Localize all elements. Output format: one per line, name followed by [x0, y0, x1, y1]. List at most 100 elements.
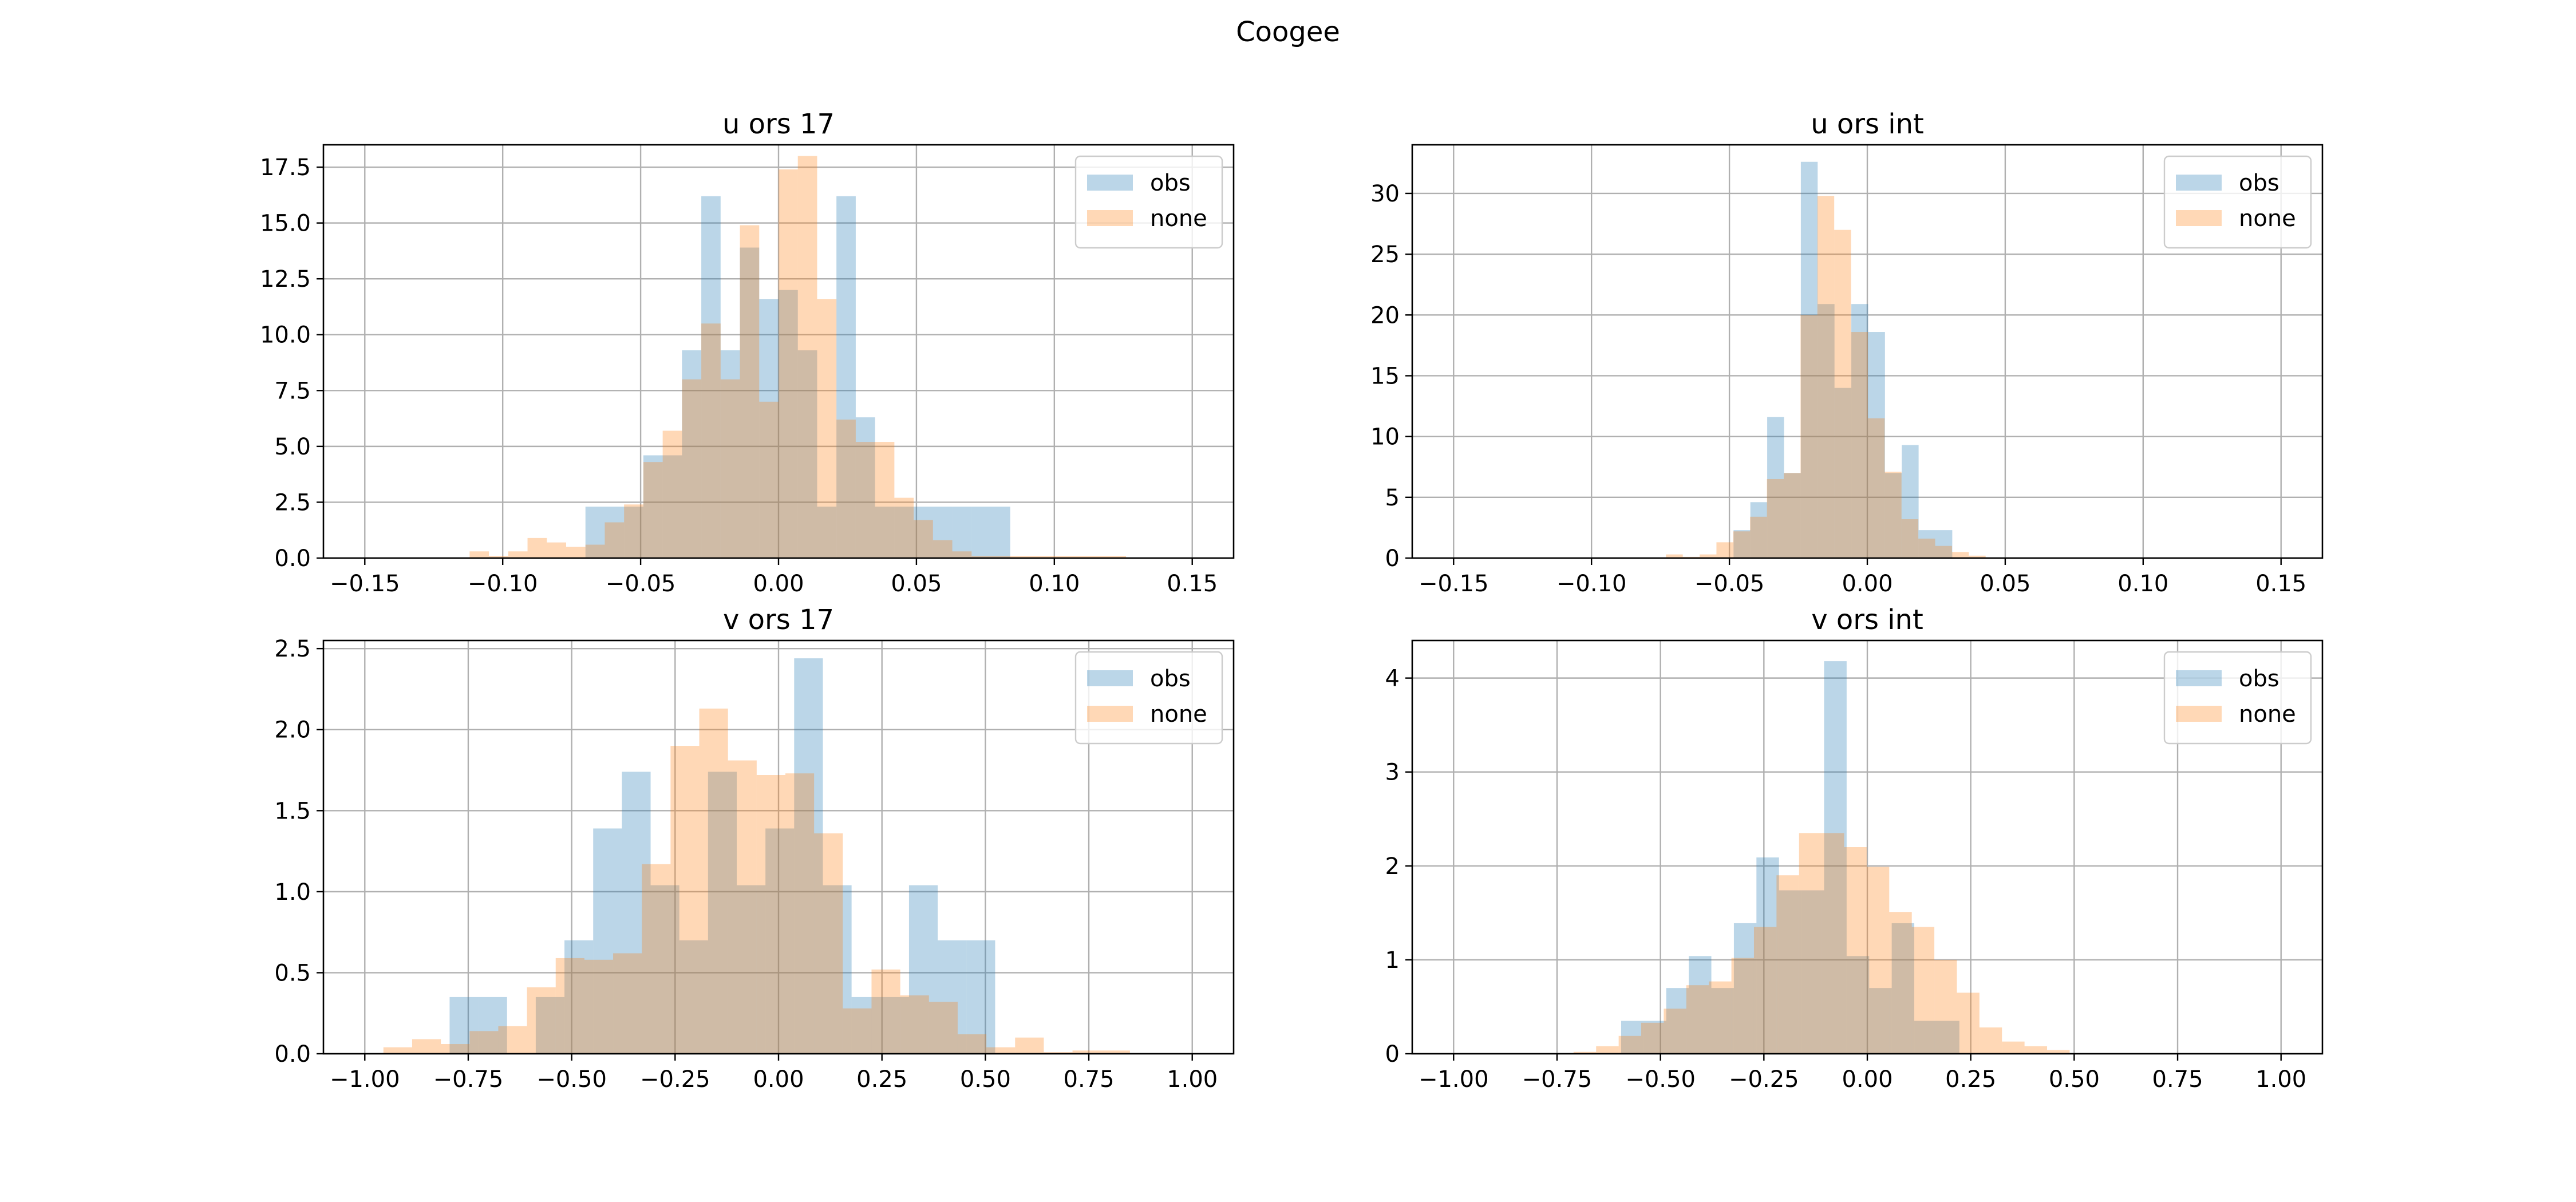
histogram-bar-none	[785, 773, 815, 1054]
x-tick-label: 0.75	[2152, 1066, 2203, 1093]
histogram-bar-none	[728, 760, 757, 1054]
histogram-bar-none	[797, 156, 817, 558]
legend-box	[2163, 155, 2312, 249]
legend-swatch-obs	[1087, 670, 1133, 686]
histogram-bar-none	[1817, 196, 1835, 558]
histogram-bar-obs	[1884, 473, 1902, 558]
histogram-bar-obs	[880, 997, 909, 1054]
y-tick-label: 0.0	[274, 545, 311, 572]
histogram-bar-obs	[622, 772, 651, 1054]
legend-swatch-none	[1087, 706, 1133, 722]
histogram-bar-obs	[585, 507, 605, 558]
legend-swatch-obs	[1087, 175, 1133, 191]
y-tick-label: 5	[1385, 485, 1400, 511]
x-tick-label: 0.05	[1980, 571, 2030, 597]
y-tick-label: 12.5	[260, 266, 311, 292]
histogram-bar-none	[1700, 554, 1717, 558]
histogram-bar-none	[613, 953, 642, 1054]
histogram-bar-none	[1799, 833, 1822, 1054]
y-tick-label: 17.5	[260, 155, 311, 181]
x-tick-label: −0.10	[1556, 571, 1627, 597]
x-tick-label: −0.15	[1419, 571, 1489, 597]
histogram-bar-obs	[449, 997, 479, 1054]
subplots: −0.15 −0.10 −0.05 0.00 0.05 0.10 0.150.02.55.0…	[260, 108, 2324, 1093]
histogram-bar-none	[1884, 472, 1902, 558]
histogram-bar-obs	[1935, 530, 1953, 558]
histogram-bar-obs	[1621, 1021, 1644, 1054]
x-tick-label: −0.25	[640, 1066, 710, 1093]
histogram-bar-none	[1731, 958, 1754, 1054]
histogram-bar-none	[1911, 927, 1935, 1054]
histogram-bar-none	[1750, 516, 1767, 558]
histogram-bar-obs	[662, 455, 682, 558]
histogram-bar-none	[1867, 418, 1885, 558]
histogram-bar-none	[527, 987, 556, 1054]
x-tick-label: 0.00	[753, 571, 804, 597]
x-tick-label: 0.50	[960, 1066, 1011, 1093]
histogram-bar-none	[1573, 1051, 1597, 1054]
x-tick-label: 0.10	[2117, 571, 2168, 597]
x-tick-label: −0.05	[1694, 571, 1765, 597]
histogram-bar-obs	[1643, 1021, 1666, 1054]
histogram-bar-none	[740, 225, 760, 558]
histogram-bar-none	[1044, 1052, 1073, 1054]
legend-swatch-obs	[2176, 670, 2222, 686]
histogram-bar-obs	[1733, 530, 1751, 558]
histogram-bar-none	[1951, 552, 1969, 558]
legend: obs none	[2163, 155, 2312, 249]
histogram-bar-none	[836, 420, 856, 558]
x-tick-label: 0.05	[891, 571, 942, 597]
histogram-bar-obs	[682, 350, 702, 558]
legend-label-obs: obs	[1150, 666, 1191, 692]
histogram-bar-none	[1957, 993, 1980, 1054]
x-tick-label: 0.15	[1167, 571, 1218, 597]
histogram-bar-none	[894, 497, 914, 558]
histogram-bar-obs	[720, 350, 740, 558]
series-none	[1666, 196, 1986, 558]
subplot-2: −0.15 −0.10 −0.05 0.00 0.05 0.10 0.15 0 5 10 15 20 2…	[1370, 108, 2324, 597]
histogram-bar-none	[624, 504, 643, 558]
y-tick-label: 15.0	[260, 211, 311, 237]
y-tick-label: 30	[1370, 181, 1400, 207]
legend-swatch-obs	[2176, 175, 2222, 191]
histogram-bar-obs	[1818, 304, 1835, 558]
histogram-bar-obs	[535, 997, 565, 1054]
x-tick-label: 0.50	[2049, 1066, 2100, 1093]
histogram-bar-obs	[1937, 1021, 1959, 1054]
histogram-bar-obs	[593, 828, 622, 1054]
y-tick-label: 7.5	[274, 378, 311, 404]
histogram-bar-obs	[1800, 161, 1818, 558]
histogram-bar-obs	[1666, 988, 1689, 1054]
series-obs	[1621, 661, 1959, 1054]
histogram-bar-none	[547, 542, 566, 558]
histogram-bar-none	[1800, 315, 1818, 558]
x-tick-label: 0.00	[1842, 1066, 1893, 1093]
histogram-bar-obs	[1851, 304, 1868, 558]
histogram-bar-obs	[1902, 445, 1919, 558]
histogram-bar-none	[2024, 1046, 2048, 1054]
histogram-bar-obs	[938, 940, 967, 1054]
histogram-bar-none	[1029, 556, 1049, 558]
subplot-4: −1.00 −0.75 −0.50 −0.25 0.00 0.25 0.50 0.75 1.00…	[1385, 604, 2324, 1093]
histogram-bar-none	[1753, 927, 1777, 1054]
histogram-bar-none	[508, 551, 528, 558]
legend-label-none: none	[1150, 701, 1207, 727]
y-tick-label: 15	[1370, 363, 1400, 389]
x-tick-label: 0.25	[856, 1066, 907, 1093]
figure-title: Coogee	[1236, 16, 1340, 48]
histogram-bar-none	[756, 775, 785, 1054]
histogram-bar-none	[584, 959, 614, 1054]
histogram-bar-obs	[564, 940, 594, 1054]
x-tick-label: −0.05	[606, 571, 676, 597]
histogram-bar-none	[1979, 1027, 2002, 1054]
x-tick-label: −0.10	[468, 571, 538, 597]
histogram-bar-none	[814, 833, 843, 1054]
histogram-bar-obs	[966, 940, 995, 1054]
histogram-bar-none	[1844, 847, 1867, 1054]
histogram-bar-none	[1641, 1022, 1664, 1054]
histogram-bar-obs	[1868, 332, 1885, 558]
histogram-bar-none	[469, 551, 489, 558]
y-tick-label: 2.0	[274, 717, 311, 744]
